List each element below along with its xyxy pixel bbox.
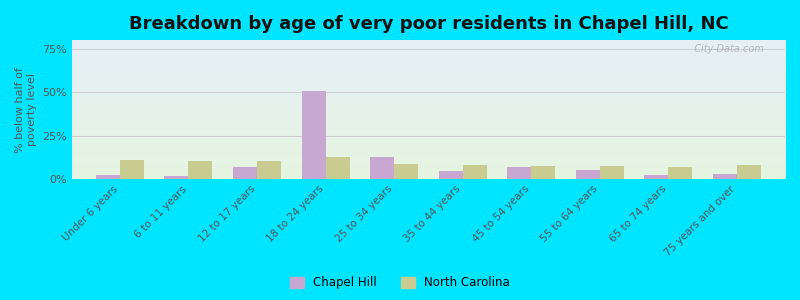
Bar <box>188 161 212 179</box>
Bar <box>737 165 761 179</box>
Bar <box>438 171 462 179</box>
Bar <box>96 175 120 179</box>
Bar <box>669 167 693 179</box>
Bar <box>326 157 350 179</box>
Bar <box>576 169 600 179</box>
Bar <box>302 91 326 179</box>
Bar <box>507 167 531 179</box>
Bar <box>713 174 737 179</box>
Title: Breakdown by age of very poor residents in Chapel Hill, NC: Breakdown by age of very poor residents … <box>129 15 728 33</box>
Legend: Chapel Hill, North Carolina: Chapel Hill, North Carolina <box>285 272 515 294</box>
Bar <box>600 166 624 179</box>
Bar <box>394 164 418 179</box>
Y-axis label: % below half of
poverty level: % below half of poverty level <box>15 67 37 153</box>
Bar <box>645 175 669 179</box>
Bar <box>531 166 555 179</box>
Bar <box>462 165 486 179</box>
Bar <box>120 160 144 179</box>
Bar <box>370 158 394 179</box>
Bar <box>233 167 257 179</box>
Text: City-Data.com: City-Data.com <box>688 44 764 54</box>
Bar <box>164 176 188 179</box>
Bar <box>257 161 281 179</box>
